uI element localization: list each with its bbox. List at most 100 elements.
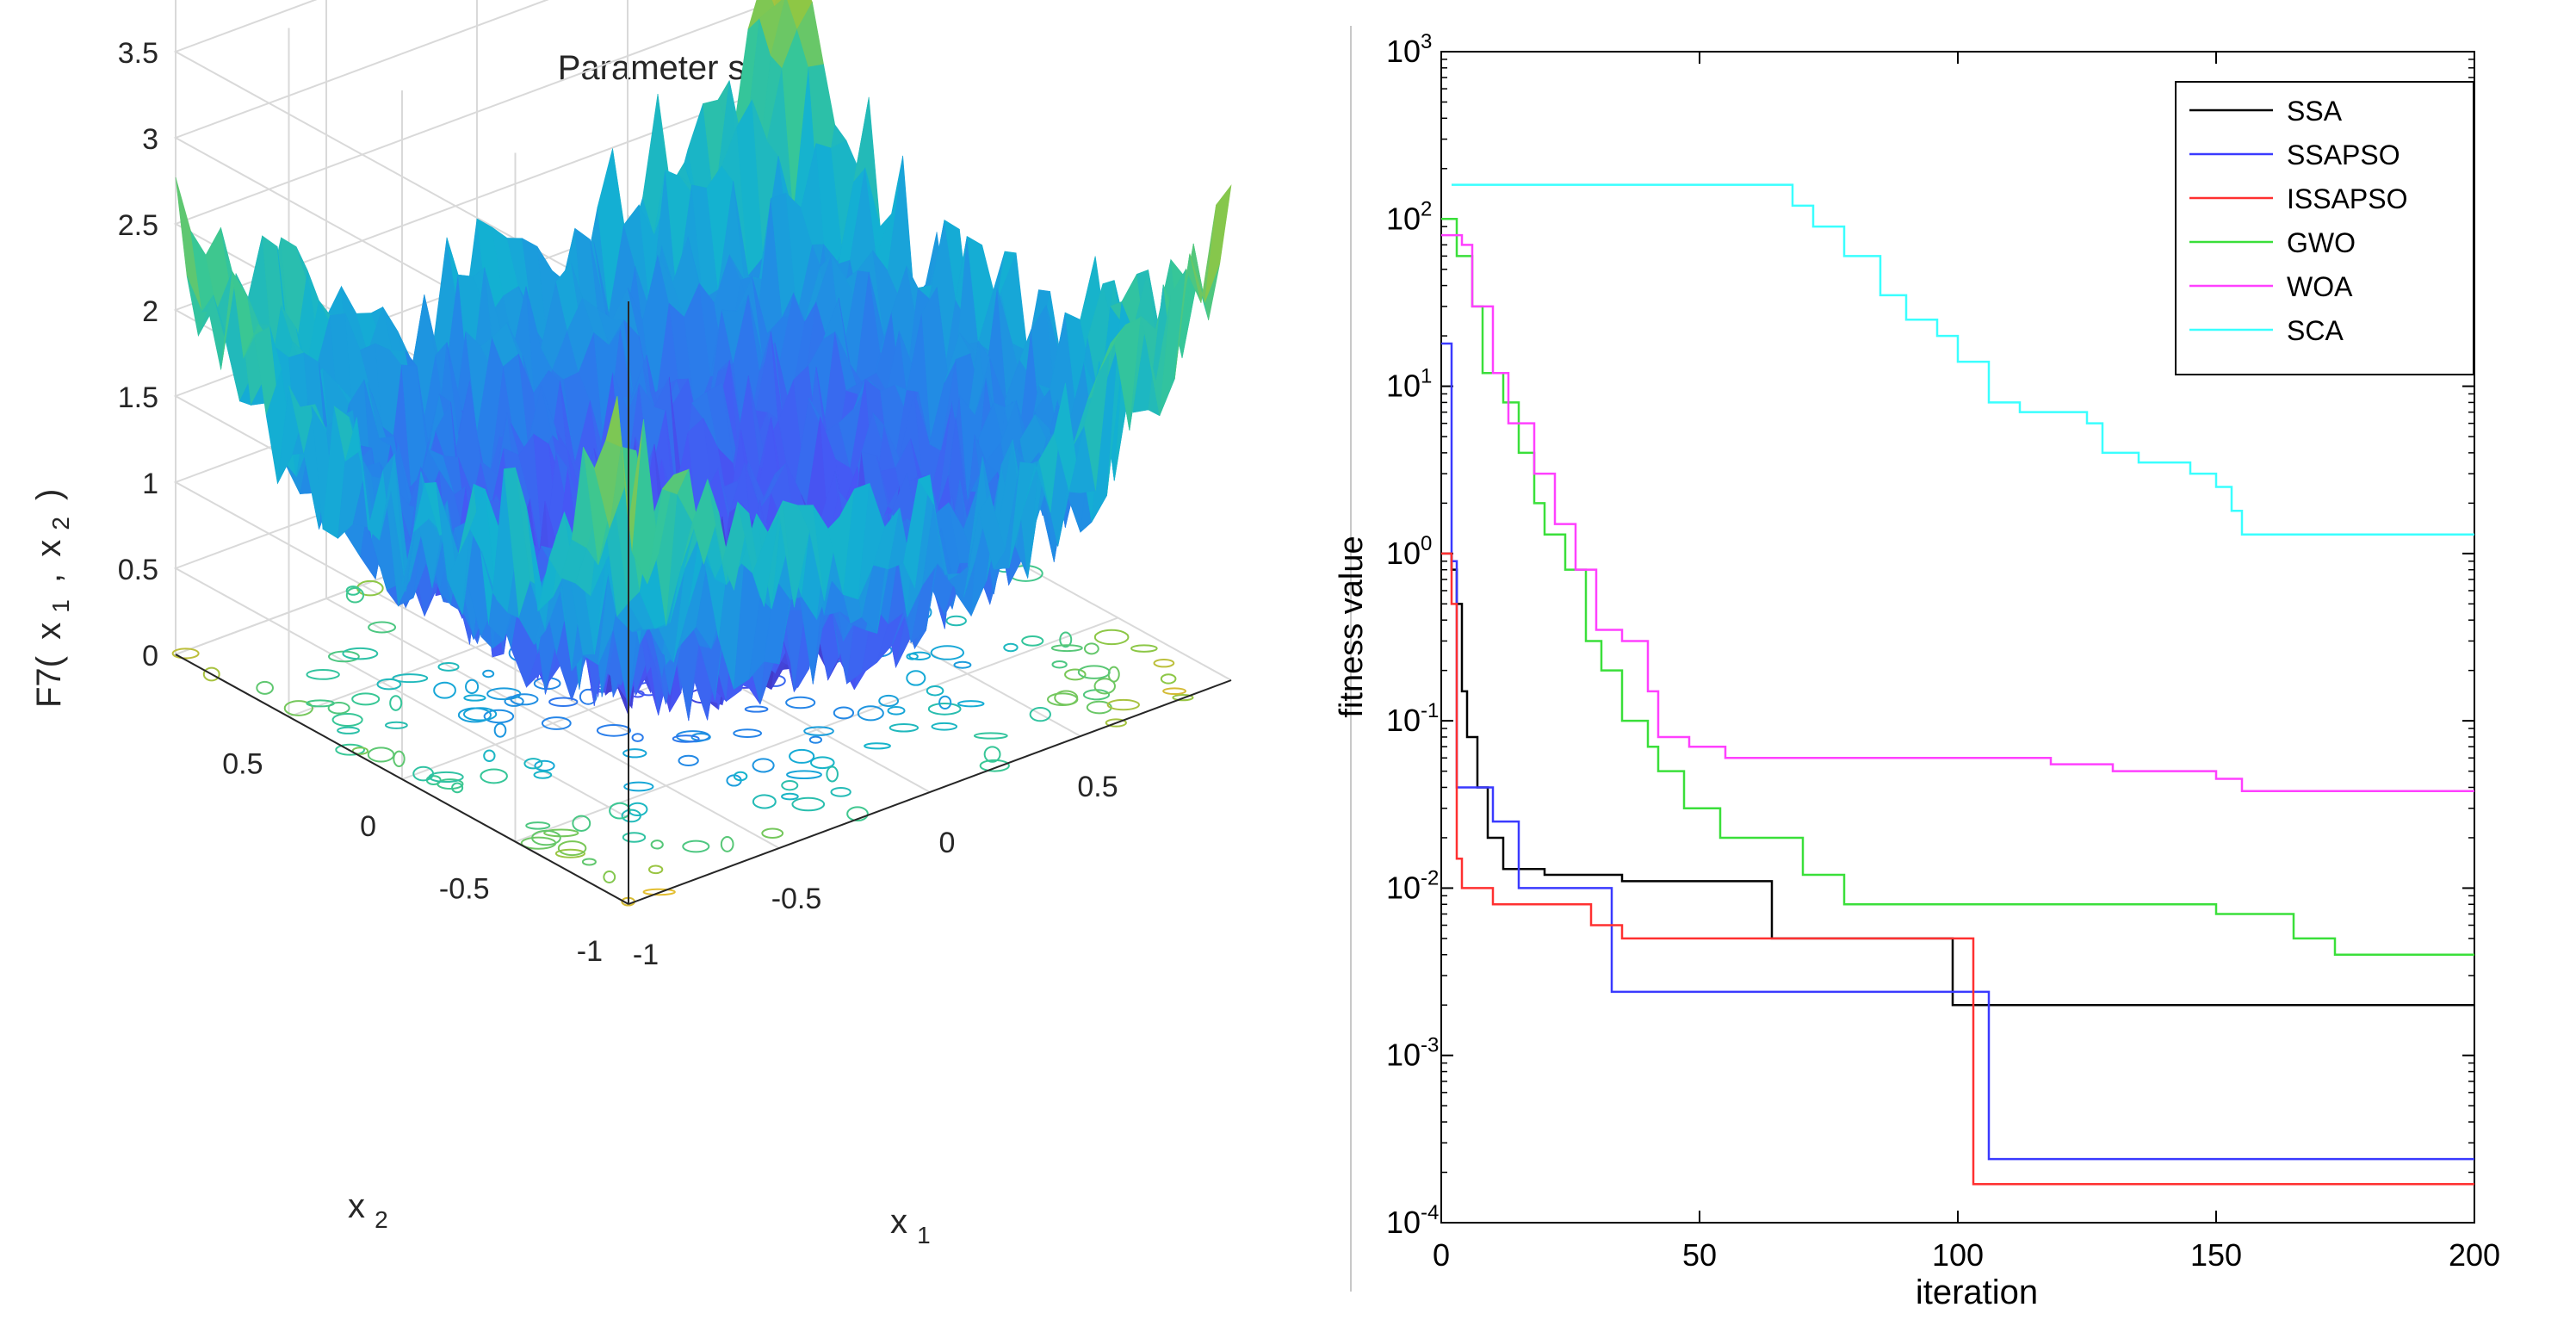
legend-box xyxy=(2175,81,2474,375)
x2-label-x: x xyxy=(348,1187,365,1225)
z-label-sub1: 1 xyxy=(47,599,74,613)
x2-tick-labels: 0.5 0 -0.5 -1 xyxy=(222,748,603,969)
contour-loop xyxy=(483,709,515,724)
y-tick-exponent: -2 xyxy=(1421,866,1439,889)
x1-tick-label: -1 xyxy=(633,939,659,971)
y-tick-label: 101 xyxy=(1386,365,1432,404)
contour-loop xyxy=(356,579,384,597)
contour-loop xyxy=(465,678,480,695)
z-tick-label: 3.5 xyxy=(118,37,158,70)
contour-loop xyxy=(256,680,274,695)
z-tick-label: 2.5 xyxy=(118,209,158,242)
contour-loop xyxy=(603,871,616,883)
contour-loop xyxy=(826,765,839,783)
y-tick-label: 103 xyxy=(1386,30,1432,69)
contour-loop xyxy=(889,723,920,733)
contour-loop xyxy=(342,647,379,660)
contour-loop xyxy=(557,840,587,857)
surface-patch xyxy=(774,0,782,7)
contour-loop xyxy=(678,754,699,766)
contour-loop xyxy=(672,734,700,743)
x-tick-label: 150 xyxy=(2190,1237,2242,1273)
y-tick-exponent: 1 xyxy=(1421,365,1432,388)
contour-loop xyxy=(531,829,561,846)
legend-label-ssapso: SSAPSO xyxy=(2287,139,2400,170)
z-tick-label: 0 xyxy=(142,640,158,672)
y-tick-label: 10-2 xyxy=(1386,866,1439,905)
contour-loop xyxy=(945,615,967,627)
y-tick-base: 10 xyxy=(1386,1038,1421,1073)
contour-loop xyxy=(579,688,598,705)
contour-loop xyxy=(1160,673,1177,685)
x1-label-x: x xyxy=(890,1203,907,1241)
contour-loop xyxy=(525,821,551,830)
contour-loop xyxy=(462,707,498,722)
z-tick-label: 1 xyxy=(142,468,158,500)
contour-loop xyxy=(979,759,1010,772)
x1-tick-labels: -1 -0.5 0 0.5 xyxy=(633,771,1118,971)
x2-tick-label: -0.5 xyxy=(439,873,490,906)
series-line-issapso xyxy=(1441,552,2474,1186)
contour-loop xyxy=(1003,642,1019,653)
contour-loop xyxy=(647,864,664,875)
x1-axis-line xyxy=(628,679,1232,905)
contour-loop xyxy=(791,796,826,812)
contour-loop xyxy=(803,726,834,736)
contour-loop xyxy=(781,792,799,801)
y-tick-base: 10 xyxy=(1386,369,1421,404)
contour-loop xyxy=(1162,687,1186,696)
y-tick-label: 102 xyxy=(1386,197,1432,236)
z-tick-label: 1.5 xyxy=(118,381,158,414)
contour-loop xyxy=(938,695,952,710)
contour-loop xyxy=(857,705,884,722)
z-tick-label: 0.5 xyxy=(118,554,158,586)
contour-loop xyxy=(846,806,869,822)
contour-loop xyxy=(983,746,1001,763)
legend-label-woa: WOA xyxy=(2287,271,2353,302)
y-tick-label: 10-4 xyxy=(1386,1201,1439,1240)
contour-loop xyxy=(306,668,340,680)
x-tick-label: 0 xyxy=(1433,1237,1450,1273)
contour-loop xyxy=(451,782,464,794)
legend-label-gwo: GWO xyxy=(2287,227,2356,258)
contour-loop xyxy=(384,721,408,729)
contour-loop xyxy=(733,771,748,782)
contour-loop xyxy=(1029,707,1051,722)
contour-loop xyxy=(1021,635,1044,647)
contour-loop xyxy=(543,828,579,838)
contour-loop xyxy=(572,815,591,832)
contour-loop xyxy=(781,779,799,791)
contour-loop xyxy=(1064,668,1087,681)
x-axis-label: iteration xyxy=(1916,1273,2038,1311)
contour-loop xyxy=(1153,658,1175,668)
contour-loop xyxy=(433,681,456,699)
x1-axis-label: x 1 xyxy=(890,1203,931,1249)
x1-tick-label: 0.5 xyxy=(1077,771,1118,803)
contour-loop xyxy=(581,858,597,866)
contour-loop xyxy=(1105,718,1127,728)
contour-loop xyxy=(622,832,647,843)
contour-loop xyxy=(1106,698,1140,711)
contour-loop xyxy=(335,743,366,756)
z-label-sub2: 2 xyxy=(47,517,74,530)
contour-loop xyxy=(389,695,403,711)
contour-loop xyxy=(327,702,350,715)
contour-loop xyxy=(931,722,958,731)
contour-loop xyxy=(1093,678,1116,695)
z-label-close: ) xyxy=(30,489,68,500)
series-lines xyxy=(1441,183,2474,1186)
surface-axes xyxy=(175,301,1232,905)
y-tick-base: 10 xyxy=(1386,870,1421,905)
y-tick-base: 10 xyxy=(1386,34,1421,69)
contour-loop xyxy=(337,726,360,734)
contour-loop xyxy=(428,771,464,784)
y-tick-label: 100 xyxy=(1386,532,1432,571)
z-tick-label: 2 xyxy=(142,295,158,328)
contour-loop xyxy=(331,713,363,727)
y-tick-exponent: -1 xyxy=(1421,699,1439,722)
x2-tick-label: -1 xyxy=(577,935,603,968)
contour-loop xyxy=(367,747,395,763)
contour-loop xyxy=(809,756,835,770)
contour-loop xyxy=(930,645,965,660)
